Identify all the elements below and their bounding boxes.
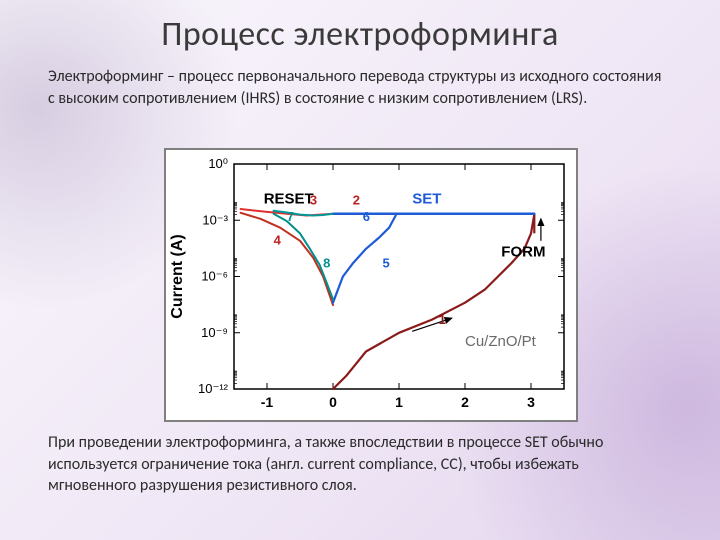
svg-text:7: 7 [287,209,294,224]
footer-paragraph: При проведении электроформинга, а также … [48,432,668,497]
svg-text:RESET: RESET [264,190,314,207]
svg-text:1: 1 [395,394,403,410]
svg-text:2: 2 [353,192,360,207]
svg-text:10⁻⁹: 10⁻⁹ [201,325,228,340]
svg-text:6: 6 [363,209,370,224]
svg-text:10⁻⁶: 10⁻⁶ [201,269,228,284]
iv-chart: 10⁻¹² 10⁻⁹ 10⁻⁶ 10⁻³ 10⁰ -1 0 1 2 3 Current (A) RES… [164,148,578,422]
svg-text:10⁰: 10⁰ [208,156,228,171]
svg-text:10⁻¹²: 10⁻¹² [198,381,229,396]
svg-text:-1: -1 [261,394,274,410]
svg-text:2: 2 [461,394,469,410]
svg-text:1: 1 [439,312,446,327]
svg-text:Cu/ZnO/Pt: Cu/ZnO/Pt [465,333,537,350]
svg-text:8: 8 [323,256,330,271]
svg-text:0: 0 [329,394,337,410]
svg-text:3: 3 [527,394,535,410]
page-title: Процесс электроформинга [0,14,720,55]
svg-text:5: 5 [383,256,390,271]
svg-text:SET: SET [412,190,441,207]
intro-paragraph: Электроформинг – процесс первоначального… [48,66,668,109]
svg-text:FORM: FORM [501,243,545,260]
svg-text:Current (A): Current (A) [169,234,186,318]
svg-text:4: 4 [274,233,282,248]
svg-text:3: 3 [310,192,317,207]
svg-text:10⁻³: 10⁻³ [202,212,228,227]
